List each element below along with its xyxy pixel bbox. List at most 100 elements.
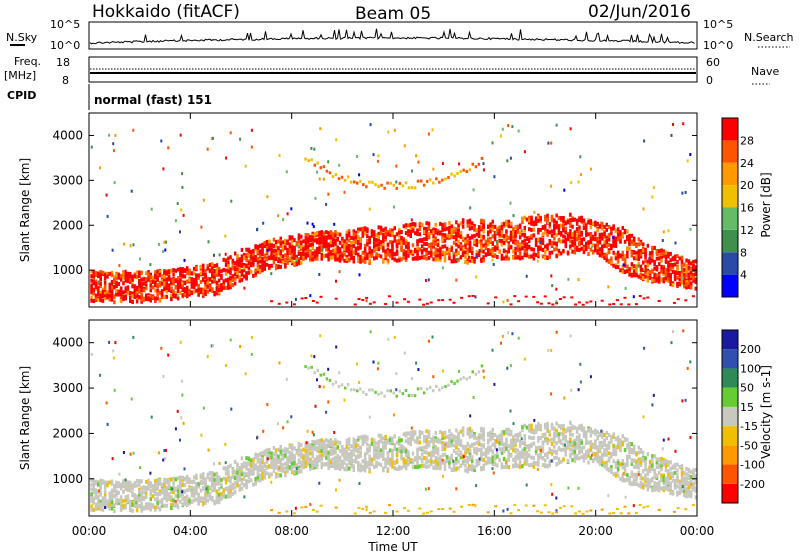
scatter-cell bbox=[646, 263, 650, 268]
scatter-cell bbox=[213, 484, 216, 489]
scatter-cell bbox=[135, 499, 139, 504]
scatter-cell bbox=[482, 234, 485, 239]
scatter-cell bbox=[154, 281, 157, 286]
scatter-cell bbox=[402, 432, 406, 437]
scatter-cell bbox=[648, 251, 652, 256]
scatter-cell bbox=[457, 239, 460, 244]
scatter-cell bbox=[279, 464, 282, 469]
scatter-cell bbox=[322, 254, 326, 258]
scatter-cell bbox=[222, 267, 225, 272]
scatter-cell bbox=[607, 285, 610, 289]
scatter-cell bbox=[113, 294, 116, 299]
scatter-cell bbox=[288, 244, 292, 249]
scatter-cell bbox=[402, 457, 406, 462]
scatter-cell bbox=[149, 484, 152, 488]
scatter-cell bbox=[373, 445, 376, 450]
scatter-cell bbox=[309, 445, 312, 450]
scatter-cell bbox=[156, 492, 159, 496]
scatter-cell bbox=[156, 288, 159, 293]
scatter-cell bbox=[630, 253, 634, 258]
scatter-cell bbox=[354, 240, 358, 245]
scatter-cell bbox=[418, 455, 422, 460]
scatter-cell bbox=[475, 240, 479, 245]
scatter-cell bbox=[197, 275, 200, 280]
scatter-cell bbox=[90, 283, 93, 288]
scatter-cell bbox=[254, 463, 257, 468]
scatter-cell bbox=[420, 452, 424, 457]
scatter-cell bbox=[573, 241, 577, 246]
freq-unit: [MHz] bbox=[4, 69, 36, 82]
scatter-cell bbox=[559, 251, 563, 256]
scatter-cell bbox=[206, 472, 209, 477]
scatter-cell bbox=[407, 249, 410, 254]
scatter-cell bbox=[514, 255, 517, 260]
nsearch-tick-top: 10^5 bbox=[703, 18, 733, 31]
scatter-cell bbox=[457, 223, 460, 228]
scatter-cell bbox=[579, 172, 582, 176]
scatter-cell bbox=[313, 232, 317, 236]
scatter-cell bbox=[110, 285, 114, 290]
scatter-cell bbox=[131, 299, 134, 304]
scatter-cell bbox=[475, 228, 479, 232]
scatter-cell bbox=[603, 255, 606, 260]
scatter-cell bbox=[368, 253, 371, 258]
scatter-cell bbox=[623, 269, 627, 274]
scatter-cell bbox=[434, 436, 437, 441]
scatter-cell bbox=[404, 244, 408, 249]
scatter-cell bbox=[179, 280, 182, 285]
scatter-cell bbox=[227, 269, 230, 274]
scatter-cell bbox=[170, 495, 173, 500]
scatter-cell bbox=[329, 242, 333, 247]
scatter-cell bbox=[115, 289, 118, 293]
scatter-cell bbox=[555, 287, 558, 291]
scatter-cell bbox=[359, 435, 362, 440]
scatter-cell bbox=[528, 218, 531, 223]
scatter-cell bbox=[610, 245, 613, 250]
scatter-cell bbox=[211, 480, 214, 484]
scatter-cell bbox=[430, 229, 433, 234]
scatter-cell bbox=[471, 221, 474, 226]
scatter-cell bbox=[361, 467, 365, 472]
scatter-cell bbox=[694, 270, 697, 275]
scatter-cell bbox=[528, 235, 531, 240]
scatter-cell bbox=[366, 437, 369, 441]
scatter-cell bbox=[685, 263, 688, 268]
scatter-cell bbox=[207, 240, 210, 244]
scatter-cell bbox=[557, 248, 561, 253]
scatter-cell bbox=[142, 296, 146, 301]
scatter-cell bbox=[475, 232, 479, 237]
scatter-cell bbox=[406, 300, 410, 303]
scatter-cell bbox=[131, 284, 134, 289]
scatter-cell bbox=[186, 488, 189, 493]
scatter-cell bbox=[391, 240, 394, 245]
scatter-cell bbox=[359, 179, 362, 183]
scatter-cell bbox=[598, 247, 602, 252]
scatter-cell bbox=[256, 478, 260, 483]
scatter-cell bbox=[213, 264, 216, 268]
scatter-cell bbox=[227, 478, 230, 483]
scatter-cell bbox=[229, 282, 232, 287]
scatter-cell bbox=[302, 247, 305, 252]
scatter-cell bbox=[662, 251, 665, 256]
scatter-cell bbox=[350, 444, 353, 449]
scatter-cell bbox=[302, 447, 305, 452]
scatter-cell bbox=[432, 242, 435, 247]
scatter-cell bbox=[550, 216, 554, 221]
scatter-cell bbox=[610, 231, 613, 236]
scatter-cell bbox=[334, 233, 337, 238]
scatter-cell bbox=[288, 248, 292, 253]
scatter-cell bbox=[151, 488, 155, 493]
scatter-cell bbox=[366, 442, 369, 447]
colorbar-tick: 12 bbox=[740, 224, 754, 237]
scatter-cell bbox=[343, 190, 346, 194]
scatter-cell bbox=[135, 502, 139, 507]
scatter-cell bbox=[683, 284, 686, 289]
scatter-cell bbox=[601, 251, 604, 256]
scatter-cell bbox=[202, 476, 205, 481]
scatter-cell bbox=[514, 251, 517, 256]
scatter-cell bbox=[587, 232, 590, 237]
scatter-cell bbox=[669, 272, 672, 277]
scatter-cell bbox=[110, 291, 114, 296]
scatter-cell bbox=[373, 456, 376, 461]
freq-frame bbox=[88, 56, 698, 83]
